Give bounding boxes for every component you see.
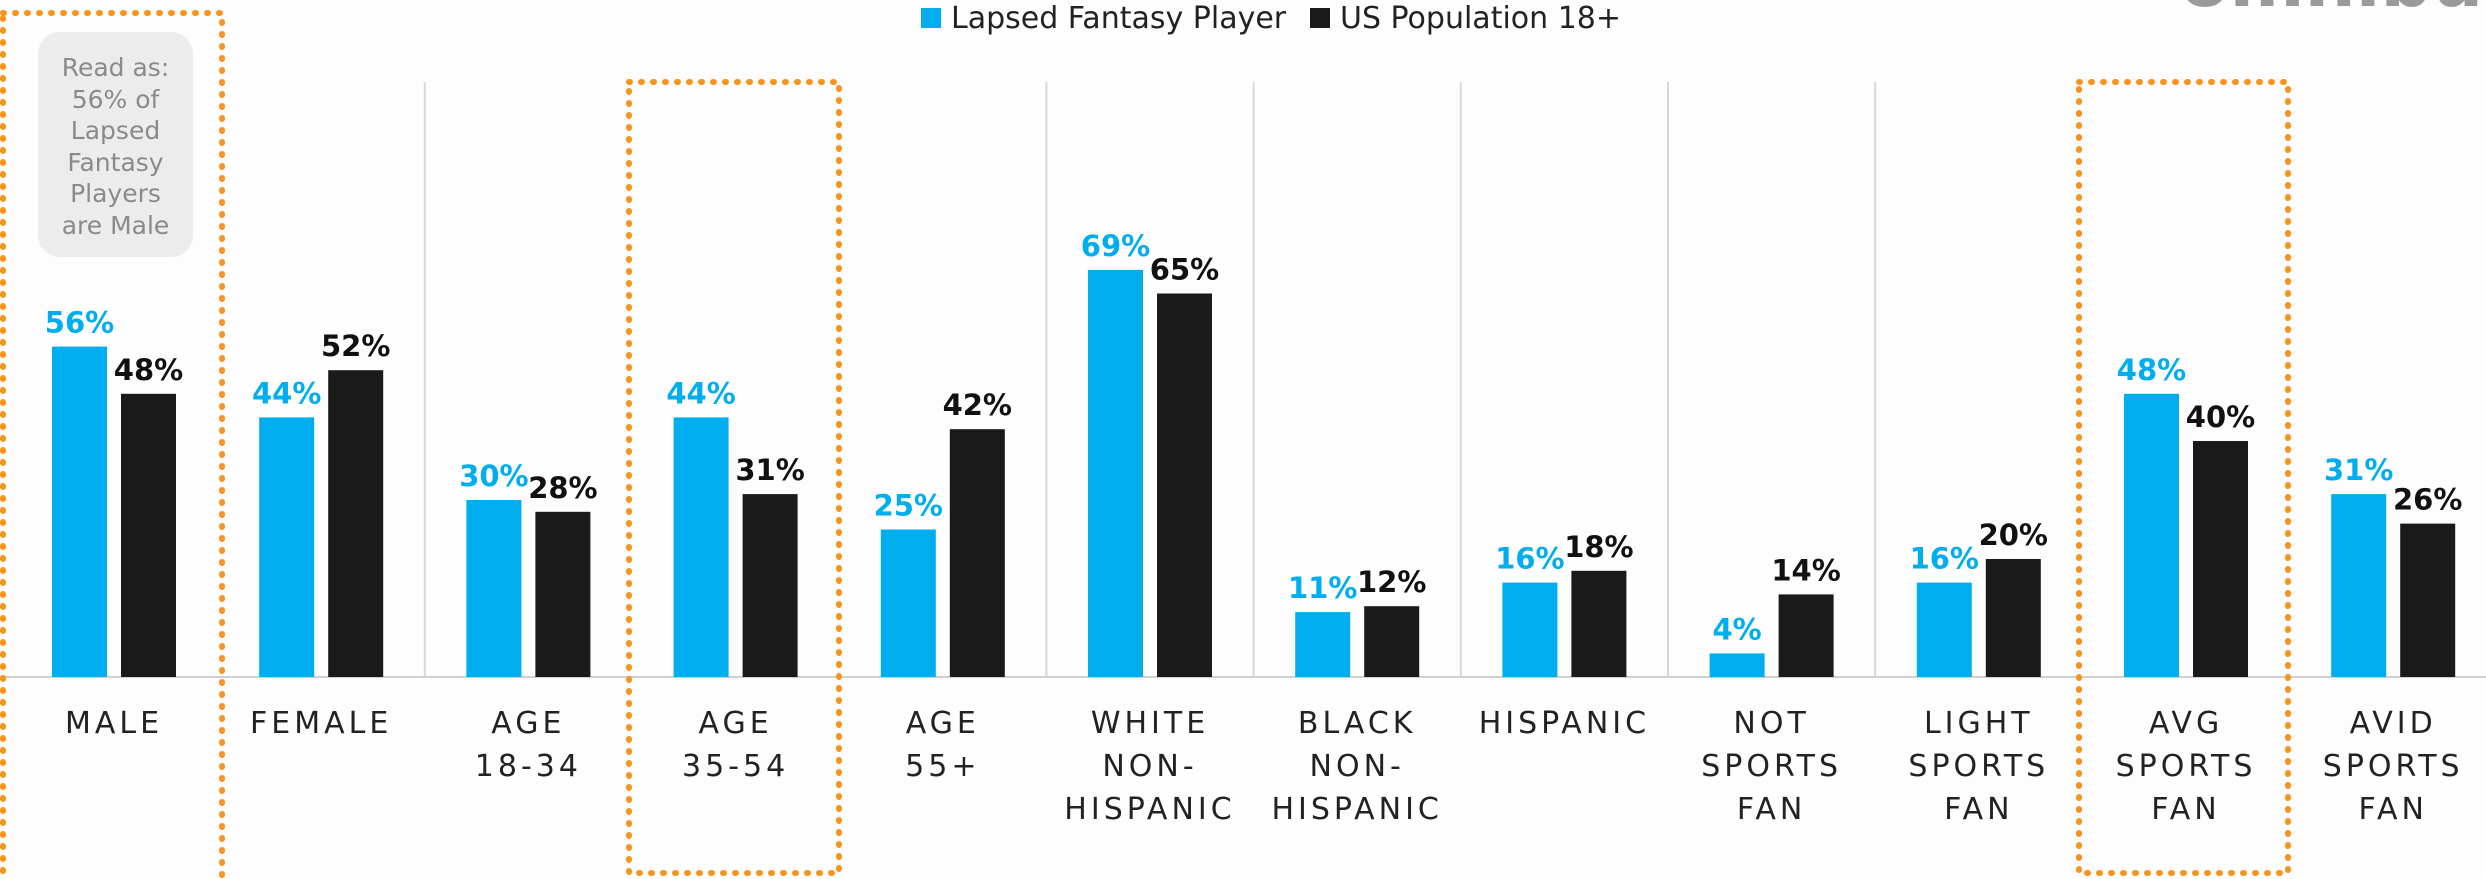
bar [328,370,384,677]
x-tick-label: BLACK NON- HISPANIC [1271,706,1443,827]
x-tick-label: HISPANIC [1478,706,1651,741]
value-label: 14% [1771,553,1840,587]
bar [1985,559,2041,677]
value-label: 20% [1979,518,2048,552]
bar [673,417,729,677]
bar [742,494,798,677]
value-label: 11% [1288,571,1357,605]
value-label: 18% [1564,530,1633,564]
value-label: 44% [252,376,321,410]
value-label: 40% [2186,400,2255,434]
bar [1571,570,1627,677]
legend-swatch [921,8,941,28]
bar [2124,393,2179,677]
bar [2331,494,2387,677]
bar [1709,653,1765,677]
x-tick-label: AGE 55+ [905,706,981,784]
bar [1778,594,1834,677]
x-tick-label: NOT SPORTS FAN [1701,706,1842,827]
legend-label: Lapsed Fantasy Player [951,1,1287,36]
value-label: 48% [2117,353,2186,387]
bar [1916,582,1972,677]
value-label: 56% [45,306,114,340]
bar [2193,441,2248,677]
value-label: 25% [874,489,943,523]
bar [259,417,315,677]
value-label: 28% [528,471,597,505]
value-label: 31% [735,453,804,487]
value-label: 4% [1712,612,1761,646]
bar [1295,612,1351,677]
x-tick-label: MALE [64,706,164,741]
highlight-box [0,10,225,879]
legend-label: US Population 18+ [1340,1,1621,36]
x-tick-label: FEMALE [250,706,393,741]
x-tick-label: AGE 35-54 [682,706,790,784]
bar [880,529,936,677]
x-tick-label: AVG SPORTS FAN [2115,706,2257,827]
bar [1157,293,1212,677]
value-label: 30% [459,459,528,493]
value-label: 69% [1081,229,1150,263]
bar [1088,269,1143,677]
value-label: 52% [321,329,390,363]
bar [949,429,1005,677]
value-label: 65% [1150,253,1219,287]
x-tick-label: AGE 18-34 [474,706,582,784]
bar [466,500,522,677]
highlight-box [2076,79,2291,876]
bar [121,393,176,677]
legend-swatch [1310,8,1330,28]
bar [535,511,591,677]
value-label: 12% [1357,565,1426,599]
logo: omnibus [2180,0,2486,23]
x-tick-label: LIGHT SPORTS FAN [1908,706,2050,827]
bar [1364,606,1420,677]
value-label: 44% [666,376,735,410]
bar [52,346,107,677]
x-tick-label: WHITE NON- HISPANIC [1064,706,1236,827]
x-tick-label: AVID SPORTS FAN [2322,706,2464,827]
value-label: 42% [943,388,1012,422]
bar [1502,582,1558,677]
highlight-box [626,79,842,876]
annotation: Read as: 56% of Lapsed Fantasy Players a… [38,32,193,257]
value-label: 48% [114,353,183,387]
value-label: 31% [2324,453,2393,487]
value-label: 16% [1910,542,1979,576]
bar [2400,523,2456,677]
value-label: 16% [1495,542,1564,576]
value-label: 26% [2393,483,2462,517]
